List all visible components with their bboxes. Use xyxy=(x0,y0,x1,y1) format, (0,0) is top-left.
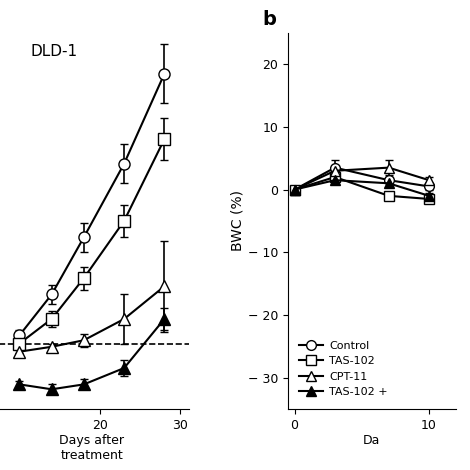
X-axis label: Da: Da xyxy=(363,434,381,447)
Y-axis label: BWC (%): BWC (%) xyxy=(231,190,245,251)
Text: b: b xyxy=(263,10,276,29)
Legend: Control, TAS-102, CPT-11, TAS-102 +: Control, TAS-102, CPT-11, TAS-102 + xyxy=(297,338,390,400)
Text: DLD-1: DLD-1 xyxy=(30,44,77,59)
X-axis label: Days after
treatment: Days after treatment xyxy=(59,434,125,462)
